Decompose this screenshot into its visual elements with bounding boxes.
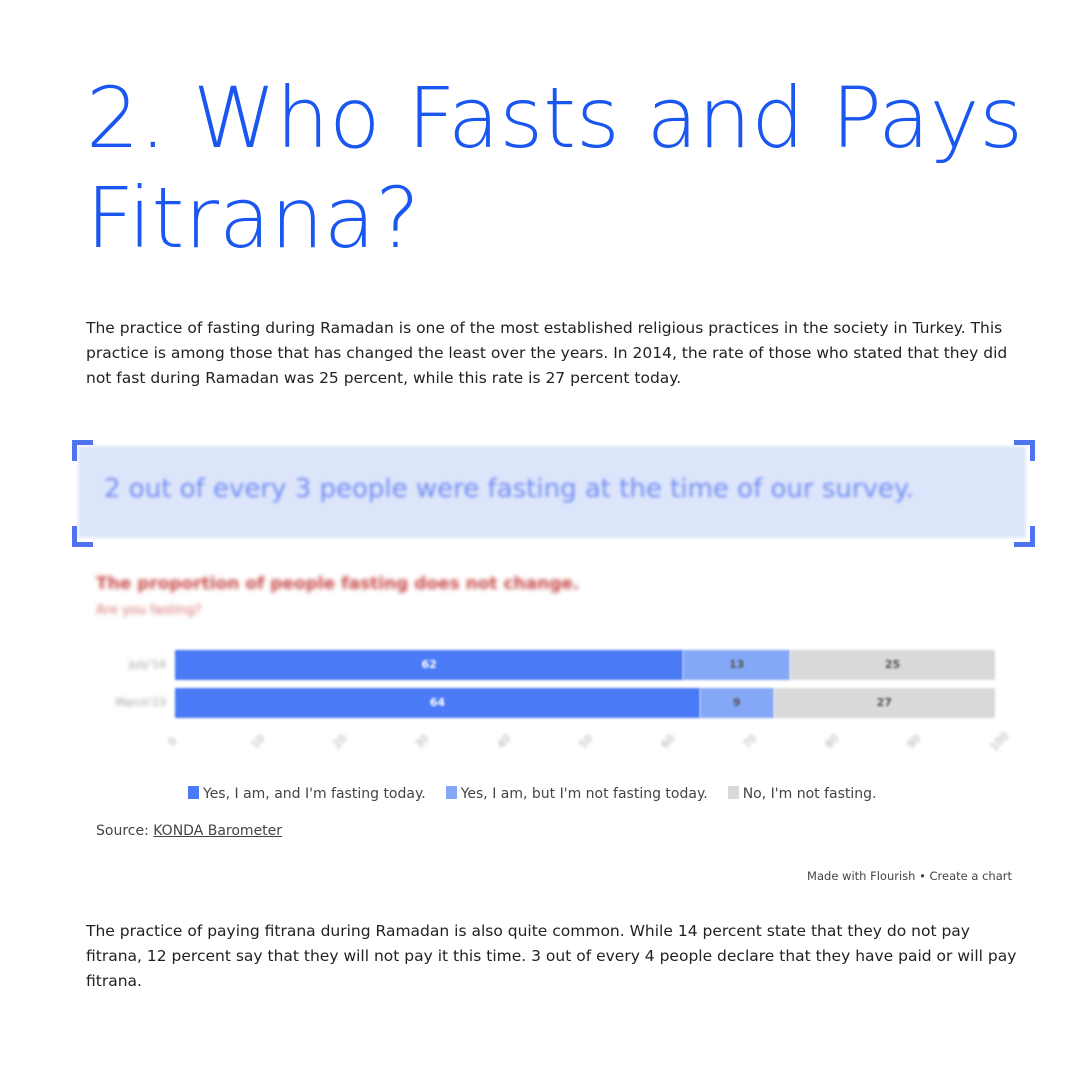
category-label: March'23 <box>115 696 166 709</box>
corner-decoration <box>1014 440 1035 461</box>
data-label: 62 <box>421 658 437 671</box>
page-title: 2. Who Fasts and Pays Fitrana? <box>86 69 1024 267</box>
data-label: 9 <box>732 696 741 709</box>
paragraph-fasting: The practice of fasting during Ramadan i… <box>86 319 1008 387</box>
legend-swatch <box>188 786 199 799</box>
data-label: 13 <box>729 658 745 671</box>
legend-label: Yes, I am, and I'm fasting today. <box>203 786 426 802</box>
corner-decoration <box>72 526 93 547</box>
x-tick-label: 40 <box>494 731 514 752</box>
category-label: July'14 <box>129 658 166 671</box>
quote-text: 2 out of every 3 people were fasting at … <box>104 474 914 504</box>
bar-segment[interactable]: 25 <box>790 650 995 680</box>
bar-segment[interactable]: 9 <box>699 688 774 718</box>
chart-source: Source: KONDA Barometer <box>96 823 282 839</box>
x-tick-label: 60 <box>658 731 678 752</box>
legend-item[interactable]: No, I'm not fasting. <box>727 786 877 802</box>
chart-legend: Yes, I am, and I'm fasting today. Yes, I… <box>188 786 876 802</box>
bar-segment[interactable]: 64 <box>175 688 700 718</box>
x-tick-label: 80 <box>822 731 842 752</box>
x-tick-label: 10 <box>248 731 268 752</box>
data-label: 25 <box>884 658 901 671</box>
legend-item[interactable]: Yes, I am, but I'm not fasting today. <box>445 786 708 802</box>
legend-swatch <box>727 786 739 799</box>
chart-subtitle: Are you fasting? <box>96 603 202 618</box>
bar-segment[interactable]: 62 <box>175 650 684 680</box>
source-link[interactable]: KONDA Barometer <box>153 823 283 839</box>
source-label: Source: <box>96 823 149 839</box>
legend-swatch <box>445 786 457 799</box>
x-tick-label: 90 <box>904 731 924 752</box>
legend-label: No, I'm not fasting. <box>742 786 877 802</box>
bar-segment[interactable]: 27 <box>773 688 995 718</box>
paragraph-fitrana: The practice of paying fitrana during Ra… <box>86 922 1017 990</box>
x-tick-label: 30 <box>412 731 432 752</box>
quote-callout: 2 out of every 3 people were fasting at … <box>78 446 1026 538</box>
x-tick-label: 70 <box>740 731 760 752</box>
corner-decoration <box>72 440 93 461</box>
x-tick-label: 100 <box>987 729 1012 754</box>
flourish-credit[interactable]: Made with Flourish • Create a chart <box>807 869 1012 883</box>
x-tick-label: 50 <box>576 731 596 752</box>
legend-item[interactable]: Yes, I am, and I'm fasting today. <box>188 786 426 802</box>
x-tick-label: 0 <box>165 734 180 749</box>
x-tick-label: 20 <box>330 731 350 752</box>
legend-label: Yes, I am, but I'm not fasting today. <box>460 786 708 802</box>
corner-decoration <box>1014 526 1035 547</box>
chart-title: The proportion of people fasting does no… <box>96 574 580 594</box>
data-label: 27 <box>876 696 892 709</box>
bar-segment[interactable]: 13 <box>683 650 790 680</box>
data-label: 64 <box>429 696 446 709</box>
